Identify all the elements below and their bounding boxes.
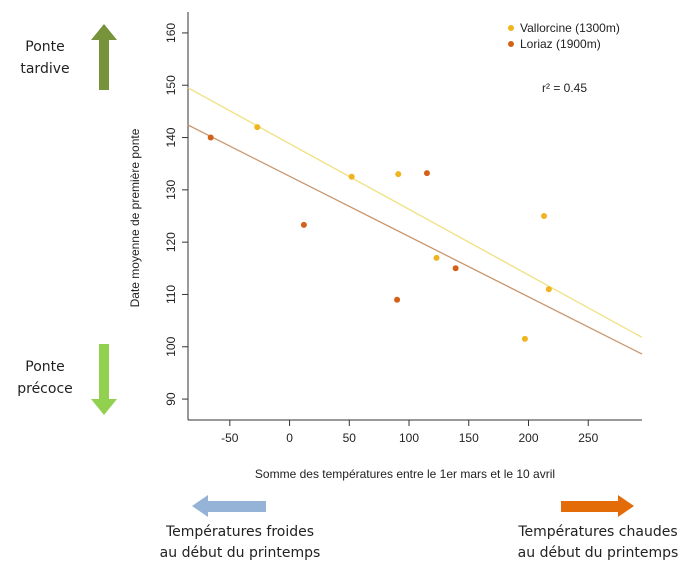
data-point-series-1 [541,213,548,219]
x-tick-label: -50 [221,431,239,445]
cold-temperatures-arrow [192,495,266,517]
y-tick-label: 140 [164,127,178,147]
early-laying-line2: précoce [17,381,73,397]
early-laying-line1: Ponte [25,359,65,375]
legend-label-2: Loriaz (1900m) [520,37,601,51]
y-tick-label: 120 [164,232,178,252]
y-tick-label: 100 [164,336,178,356]
late-laying-line1: Ponte [25,39,65,55]
x-tick-label: 200 [518,431,538,445]
x-tick-label: 150 [459,431,479,445]
y-tick-label: 130 [164,180,178,200]
y-tick-label: 160 [164,23,178,43]
data-point-series-2 [300,221,307,228]
plot-area: -50 0 50 100 150 200 250 90 100 110 120 130 140 150 16… [128,12,643,481]
data-point-series-1 [395,171,402,178]
x-tick-label: 0 [286,431,293,445]
y-tick-label: 150 [164,75,178,95]
y-axis-title: Date moyenne de première ponte [128,128,142,307]
legend-marker-2 [508,41,514,47]
cold-temperatures-label: Températures froides au début du printem… [140,522,340,564]
x-tick-label: 250 [578,431,598,445]
y-tick-label: 110 [164,285,178,304]
data-point-series-2 [452,265,459,272]
data-point-series-1 [521,335,528,342]
data-point-series-1 [254,124,261,131]
warm-temperatures-label: Températures chaudes au début du printem… [500,522,696,564]
data-point-series-2 [394,296,401,303]
cold-temperatures-line2: au début du printemps [159,545,321,561]
warm-temperatures-line1: Températures chaudes [518,524,678,540]
early-laying-label: Ponte précoce [8,356,82,400]
data-point-series-2 [207,134,214,141]
data-point-series-2 [423,170,430,177]
legend-label-1: Vallorcine (1300m) [520,21,620,35]
x-tick-label: 50 [343,431,357,445]
data-point-series-1 [348,173,355,180]
legend-marker-1 [508,25,514,31]
late-laying-label: Ponte tardive [10,36,80,80]
regression-line-2 [187,124,643,355]
late-laying-line2: tardive [20,61,70,77]
cold-temperatures-line1: Températures froides [165,524,315,540]
x-axis-title: Somme des températures entre le 1er mars… [255,467,555,481]
r-squared-annotation: r² = 0.45 [542,81,587,95]
early-laying-arrow [91,344,117,415]
warm-temperatures-arrow [561,495,634,517]
data-point-series-1 [545,286,552,293]
data-point-series-1 [433,254,440,261]
regression-line-1 [187,87,643,338]
x-tick-label: 100 [399,431,419,445]
y-tick-label: 90 [164,392,178,406]
late-laying-arrow [91,24,117,90]
warm-temperatures-line2: au début du printemps [517,545,679,561]
